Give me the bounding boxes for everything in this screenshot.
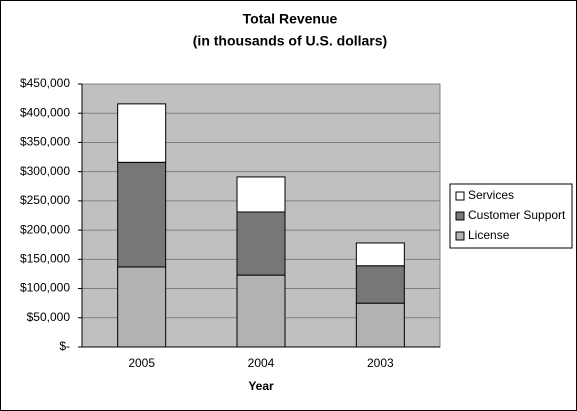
y-tick-label: $200,000 bbox=[20, 222, 70, 236]
legend-swatch bbox=[455, 211, 465, 221]
bar-segment bbox=[236, 211, 286, 276]
x-tick-label: 2004 bbox=[248, 356, 275, 370]
bar-segment bbox=[117, 266, 167, 348]
y-tick-label: $50,000 bbox=[27, 310, 71, 324]
bar-segment bbox=[355, 242, 405, 267]
y-tick-label: $450,000 bbox=[20, 76, 70, 90]
y-tick-label: $150,000 bbox=[20, 252, 70, 266]
y-tick-label: $- bbox=[59, 339, 70, 353]
bar-segment bbox=[355, 265, 405, 304]
legend-swatch bbox=[455, 191, 465, 201]
legend-swatch bbox=[455, 231, 465, 241]
x-tick-label: 2003 bbox=[367, 356, 394, 370]
chart-subtitle: (in thousands of U.S. dollars) bbox=[193, 33, 387, 49]
y-tick-label: $350,000 bbox=[20, 135, 70, 149]
y-tick-label: $400,000 bbox=[20, 105, 70, 119]
y-tick-label: $100,000 bbox=[20, 281, 70, 295]
chart-title: Total Revenue bbox=[243, 11, 338, 27]
bar-segment bbox=[117, 103, 167, 163]
legend-label: Services bbox=[468, 188, 514, 202]
bar-segment bbox=[117, 161, 167, 268]
x-tick-label: 2005 bbox=[128, 356, 155, 370]
bar-segment bbox=[236, 176, 286, 213]
x-axis-label: Year bbox=[248, 379, 274, 393]
y-tick-label: $300,000 bbox=[20, 164, 70, 178]
legend-box bbox=[449, 183, 573, 249]
legend-label: Customer Support bbox=[468, 208, 566, 222]
bar-segment bbox=[355, 302, 405, 348]
y-tick-label: $250,000 bbox=[20, 193, 70, 207]
legend-label: License bbox=[468, 228, 510, 242]
bar-segment bbox=[236, 274, 286, 348]
